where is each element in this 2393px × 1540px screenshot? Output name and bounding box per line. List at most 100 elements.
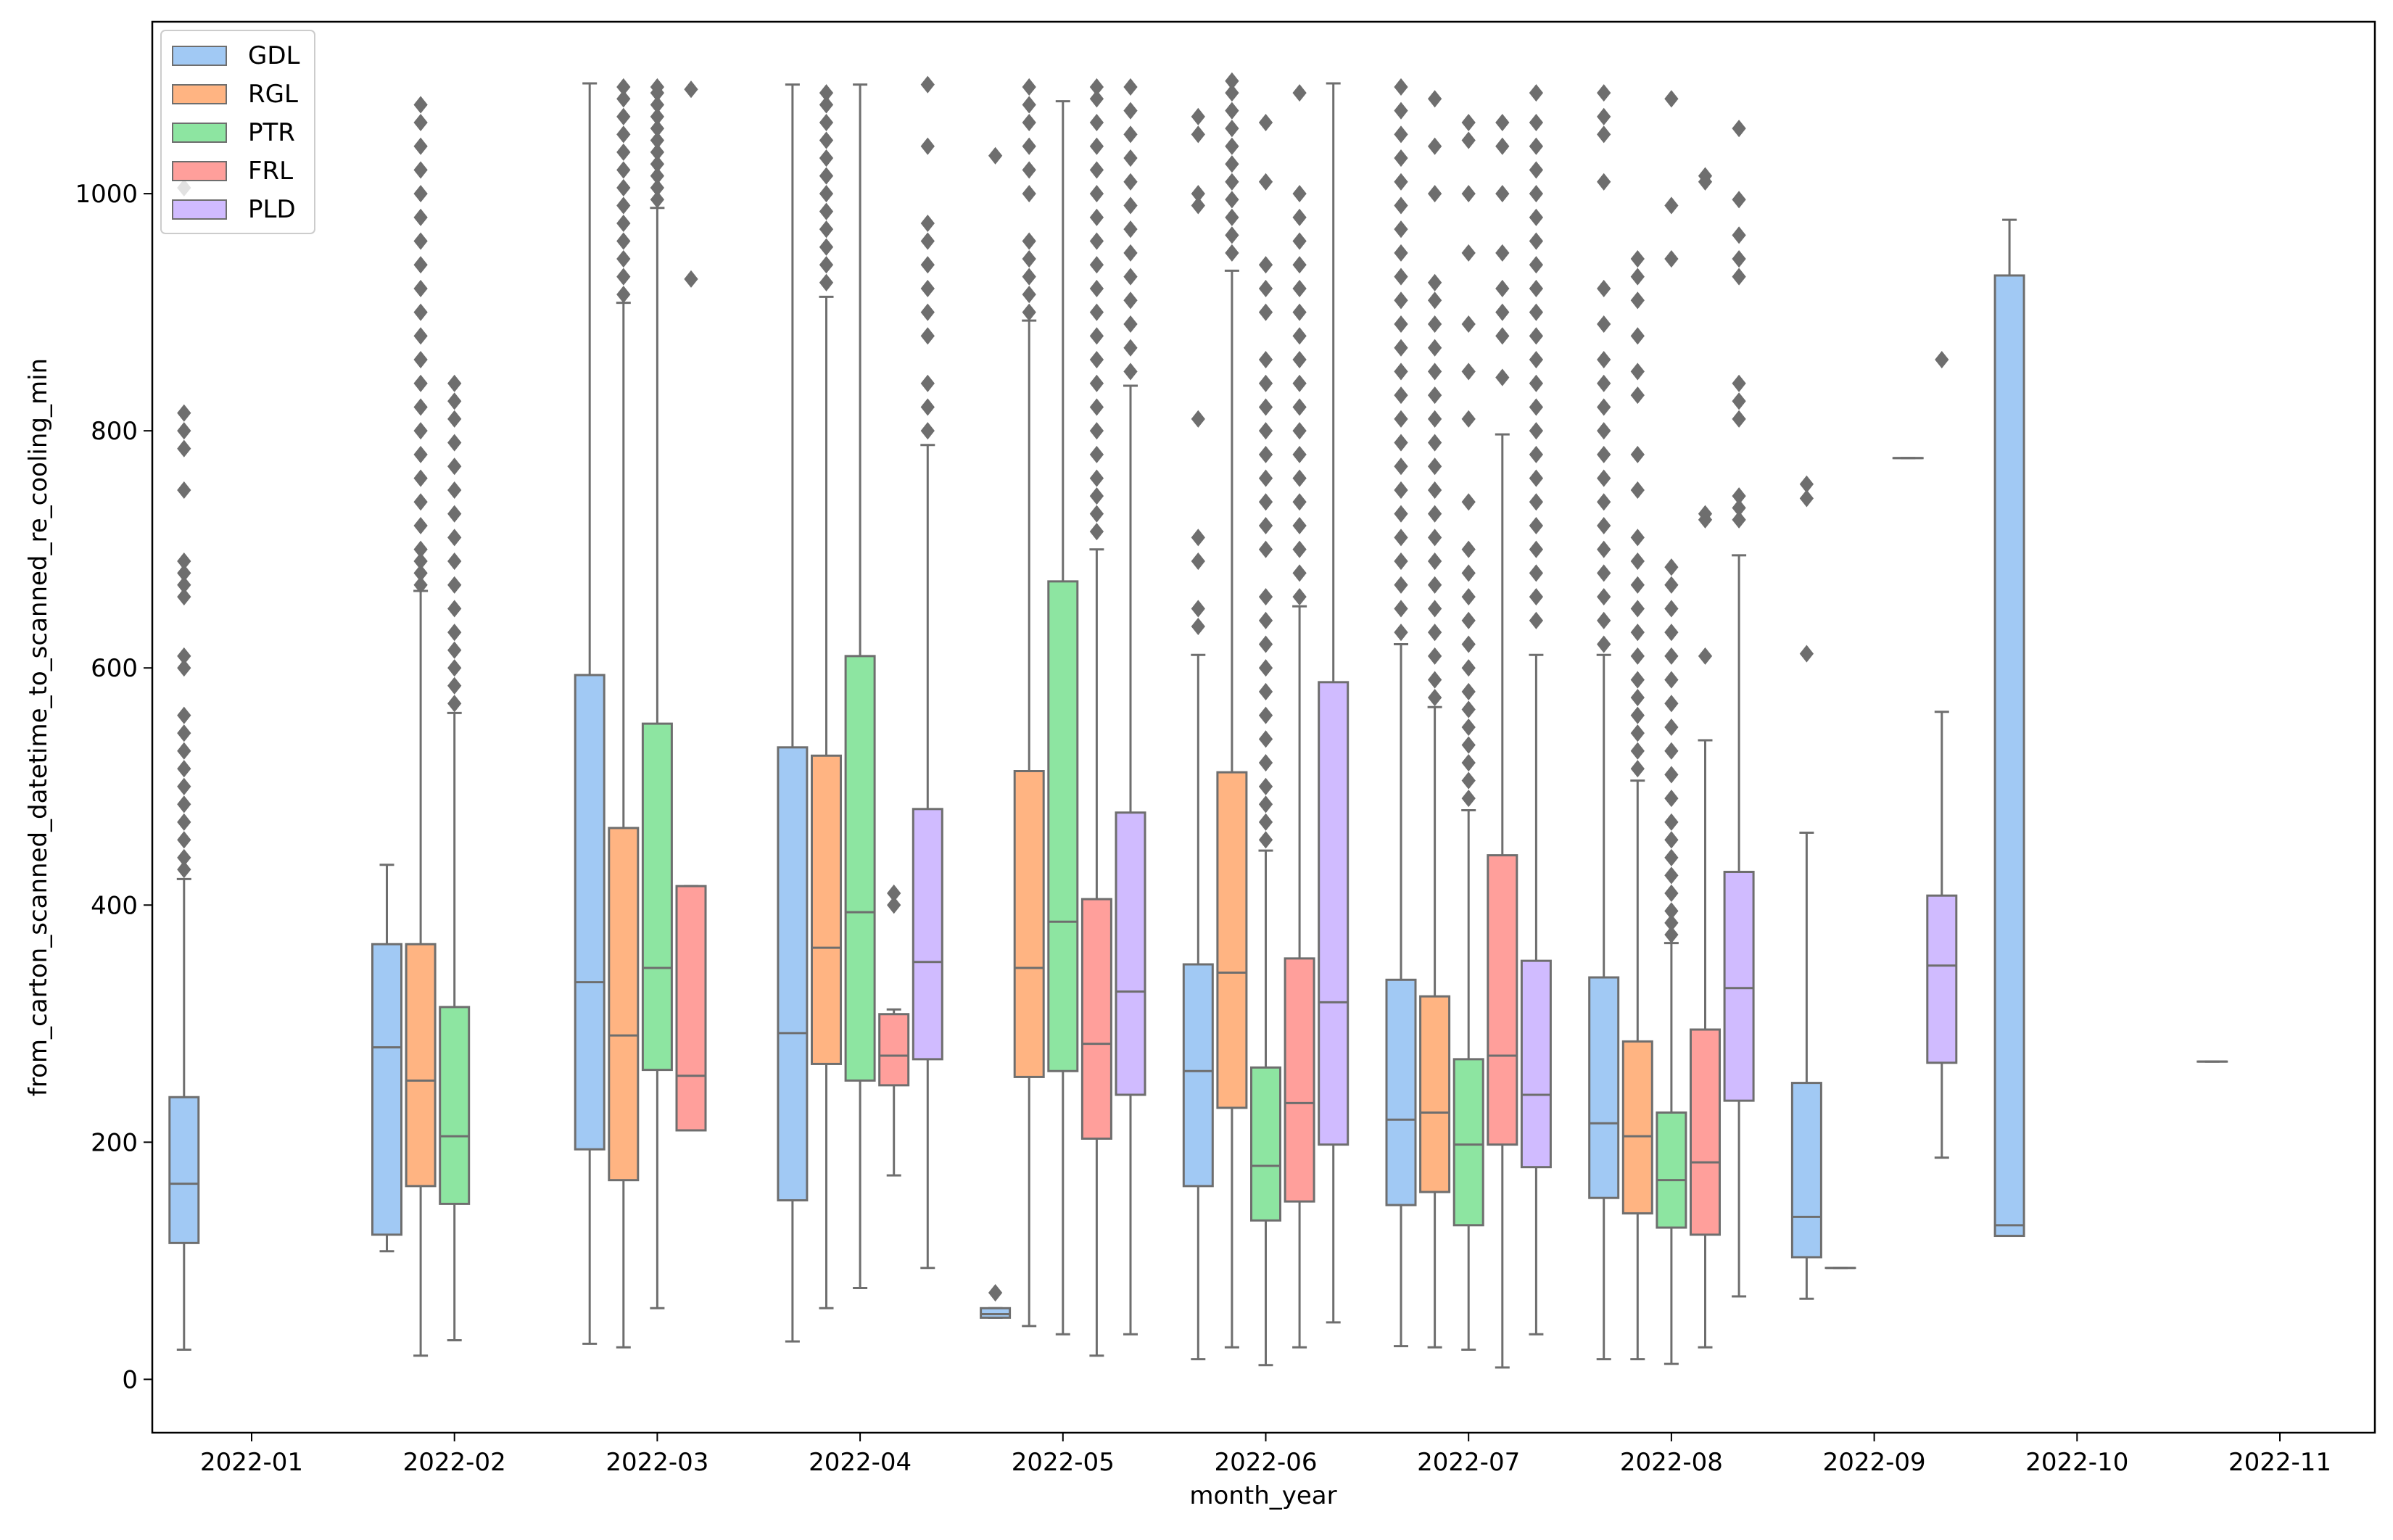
outlier-point	[1461, 493, 1476, 511]
outlier-point	[1597, 540, 1611, 558]
legend-swatch	[172, 84, 227, 104]
outlier-point	[819, 149, 834, 167]
outlier-point	[447, 552, 462, 571]
outlier-point	[1258, 469, 1273, 487]
outlier-point	[1394, 600, 1408, 618]
outlier-point	[413, 422, 428, 440]
outlier-point	[1427, 315, 1442, 334]
outlier-point	[177, 777, 191, 795]
outlier-point	[1461, 736, 1476, 754]
box-2022-02-PTR	[439, 374, 471, 1341]
outlier-point	[1123, 363, 1138, 381]
outlier-point	[1394, 125, 1408, 144]
box-2022-10-GDL	[1993, 218, 2025, 1238]
outlier-point	[413, 208, 428, 226]
outlier-point	[1630, 268, 1645, 286]
outlier-point	[1529, 208, 1544, 226]
outlier-point	[1799, 489, 1814, 508]
outlier-point	[413, 137, 428, 155]
y-tick-label: 600	[91, 654, 138, 683]
outlier-point	[1529, 351, 1544, 369]
outlier-point	[1258, 540, 1273, 558]
outlier-point	[1461, 588, 1476, 606]
outlier-point	[447, 434, 462, 452]
outlier-point	[1461, 700, 1476, 719]
outlier-point	[1630, 445, 1645, 463]
outlier-point	[1022, 286, 1036, 304]
outlier-point	[1089, 422, 1104, 440]
outlier-point	[1225, 102, 1239, 120]
outlier-point	[1394, 196, 1408, 215]
box-body	[641, 722, 673, 1072]
outlier-point	[1529, 564, 1544, 582]
outlier-point	[887, 884, 901, 902]
outlier-point	[1664, 884, 1679, 902]
legend-label: FRL	[248, 157, 293, 186]
box-2022-02-RGL	[405, 96, 437, 1357]
outlier-point	[1191, 107, 1205, 125]
outlier-point	[1191, 552, 1205, 571]
outlier-point	[1292, 232, 1307, 250]
outlier-point	[1394, 78, 1408, 96]
outlier-point	[1258, 516, 1273, 535]
box-body	[608, 827, 640, 1182]
outlier-point	[447, 624, 462, 642]
legend-swatch	[172, 46, 227, 66]
outlier-point	[1630, 689, 1645, 707]
outlier-point	[1258, 279, 1273, 297]
legend-label: RGL	[248, 80, 298, 109]
outlier-point	[1461, 540, 1476, 558]
outlier-point	[616, 90, 631, 108]
outlier-point	[1089, 90, 1104, 108]
outlier-point	[1191, 410, 1205, 428]
outlier-point	[1394, 481, 1408, 499]
outlier-point	[177, 404, 191, 422]
outlier-point	[1427, 410, 1442, 428]
outlier-point	[177, 861, 191, 879]
legend-label: PLD	[248, 195, 296, 224]
outlier-point	[177, 564, 191, 582]
outlier-point	[1461, 185, 1476, 203]
outlier-point	[413, 540, 428, 558]
outlier-point	[1799, 645, 1814, 663]
outlier-point	[1461, 410, 1476, 428]
outlier-point	[1664, 695, 1679, 713]
outlier-point	[1664, 742, 1679, 760]
outlier-point	[1630, 481, 1645, 499]
outlier-point	[1664, 902, 1679, 920]
outlier-point	[1394, 458, 1408, 476]
outlier-point	[1292, 279, 1307, 297]
outlier-point	[447, 695, 462, 713]
outlier-point	[1630, 576, 1645, 594]
box-2022-07-PTR	[1452, 113, 1484, 1351]
box-2022-08-FRL	[1690, 167, 1721, 1349]
outlier-point	[1495, 327, 1510, 345]
outlier-point	[1394, 624, 1408, 642]
outlier-point	[413, 185, 428, 203]
box-2022-09-PLD	[1926, 351, 1958, 1159]
box-body	[1385, 978, 1417, 1206]
box-2022-03-RGL	[608, 78, 640, 1349]
outlier-point	[1461, 363, 1476, 381]
outlier-point	[1191, 617, 1205, 636]
outlier-point	[1935, 351, 1949, 369]
outlier-point	[1529, 161, 1544, 179]
outlier-point	[1292, 84, 1307, 102]
outlier-point	[1394, 291, 1408, 310]
box-body	[980, 1307, 1012, 1319]
x-tick-label: 2022-02	[403, 1448, 506, 1477]
legend-swatch	[172, 123, 227, 143]
outlier-point	[1292, 422, 1307, 440]
outlier-point	[1225, 137, 1239, 155]
box-2022-03-PTR	[641, 78, 673, 1309]
box-2022-07-PLD	[1520, 84, 1552, 1336]
outlier-point	[616, 178, 631, 196]
outlier-point	[616, 107, 631, 125]
outlier-point	[1123, 339, 1138, 357]
legend-item-gdl: GDL	[172, 41, 300, 70]
outlier-point	[616, 214, 631, 233]
outlier-point	[413, 161, 428, 179]
outlier-point	[1529, 422, 1544, 440]
outlier-point	[1394, 339, 1408, 357]
outlier-point	[1597, 469, 1611, 487]
